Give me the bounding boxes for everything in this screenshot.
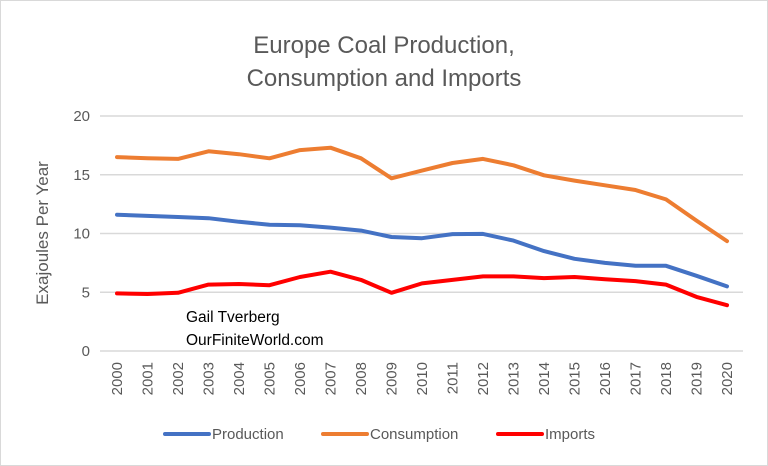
series-line-production (115, 212, 729, 289)
x-tick-label: 2012 (475, 362, 492, 395)
legend-label: Imports (545, 426, 595, 443)
x-tick-label: 2002 (170, 362, 187, 395)
x-tick-label: 2013 (506, 362, 523, 395)
y-tick-label: 0 (82, 343, 90, 360)
legend-item-imports: Imports (496, 426, 595, 443)
series-lines (115, 145, 729, 308)
x-tick-label: 2010 (414, 362, 431, 395)
gridlines (100, 115, 743, 352)
chart-title-line-2: Consumption and Imports (247, 65, 522, 92)
x-tick-label: 2009 (384, 362, 401, 395)
y-tick-label: 15 (73, 167, 90, 184)
legend: Production Consumption Imports (163, 426, 595, 443)
x-tick-label: 2006 (292, 362, 309, 395)
annotation: Gail Tverberg OurFiniteWorld.com (186, 309, 324, 349)
x-tick-label: 2003 (201, 362, 218, 395)
y-axis-label: Exajoules Per Year (33, 161, 52, 305)
x-tick-label: 2004 (231, 362, 248, 395)
legend-item-production: Production (163, 426, 284, 443)
x-tick-label: 2020 (719, 362, 736, 395)
series-line-consumption (115, 145, 729, 244)
x-tick-label: 2000 (109, 362, 126, 395)
y-tick-label: 10 (73, 226, 90, 243)
x-tick-label: 2011 (445, 362, 462, 394)
y-tick-label: 5 (82, 284, 90, 301)
x-tick-label: 2018 (658, 362, 675, 395)
y-tick-label: 20 (73, 108, 90, 125)
annotation-website: OurFiniteWorld.com (186, 332, 324, 349)
x-tick-label: 2014 (536, 362, 553, 395)
chart-title: Europe Coal Production, Consumption and … (247, 32, 522, 92)
series-line-imports (115, 269, 729, 308)
x-tick-label: 2005 (262, 362, 279, 395)
x-axis-ticks: 2000 2001 2002 2003 2004 2005 2006 2007 2008 2009… (109, 362, 736, 395)
annotation-author: Gail Tverberg (186, 309, 280, 326)
legend-item-consumption: Consumption (321, 426, 458, 443)
y-axis-ticks: 0 5 10 15 20 (73, 108, 90, 360)
x-tick-label: 2015 (567, 362, 584, 395)
x-tick-label: 2008 (353, 362, 370, 395)
legend-label: Consumption (370, 426, 458, 443)
legend-label: Production (212, 426, 284, 443)
x-tick-label: 2016 (597, 362, 614, 395)
x-tick-label: 2017 (628, 362, 645, 395)
x-tick-label: 2019 (689, 362, 706, 395)
chart-title-line-1: Europe Coal Production, (253, 32, 515, 59)
x-tick-label: 2007 (323, 362, 340, 395)
x-tick-label: 2001 (140, 362, 157, 395)
